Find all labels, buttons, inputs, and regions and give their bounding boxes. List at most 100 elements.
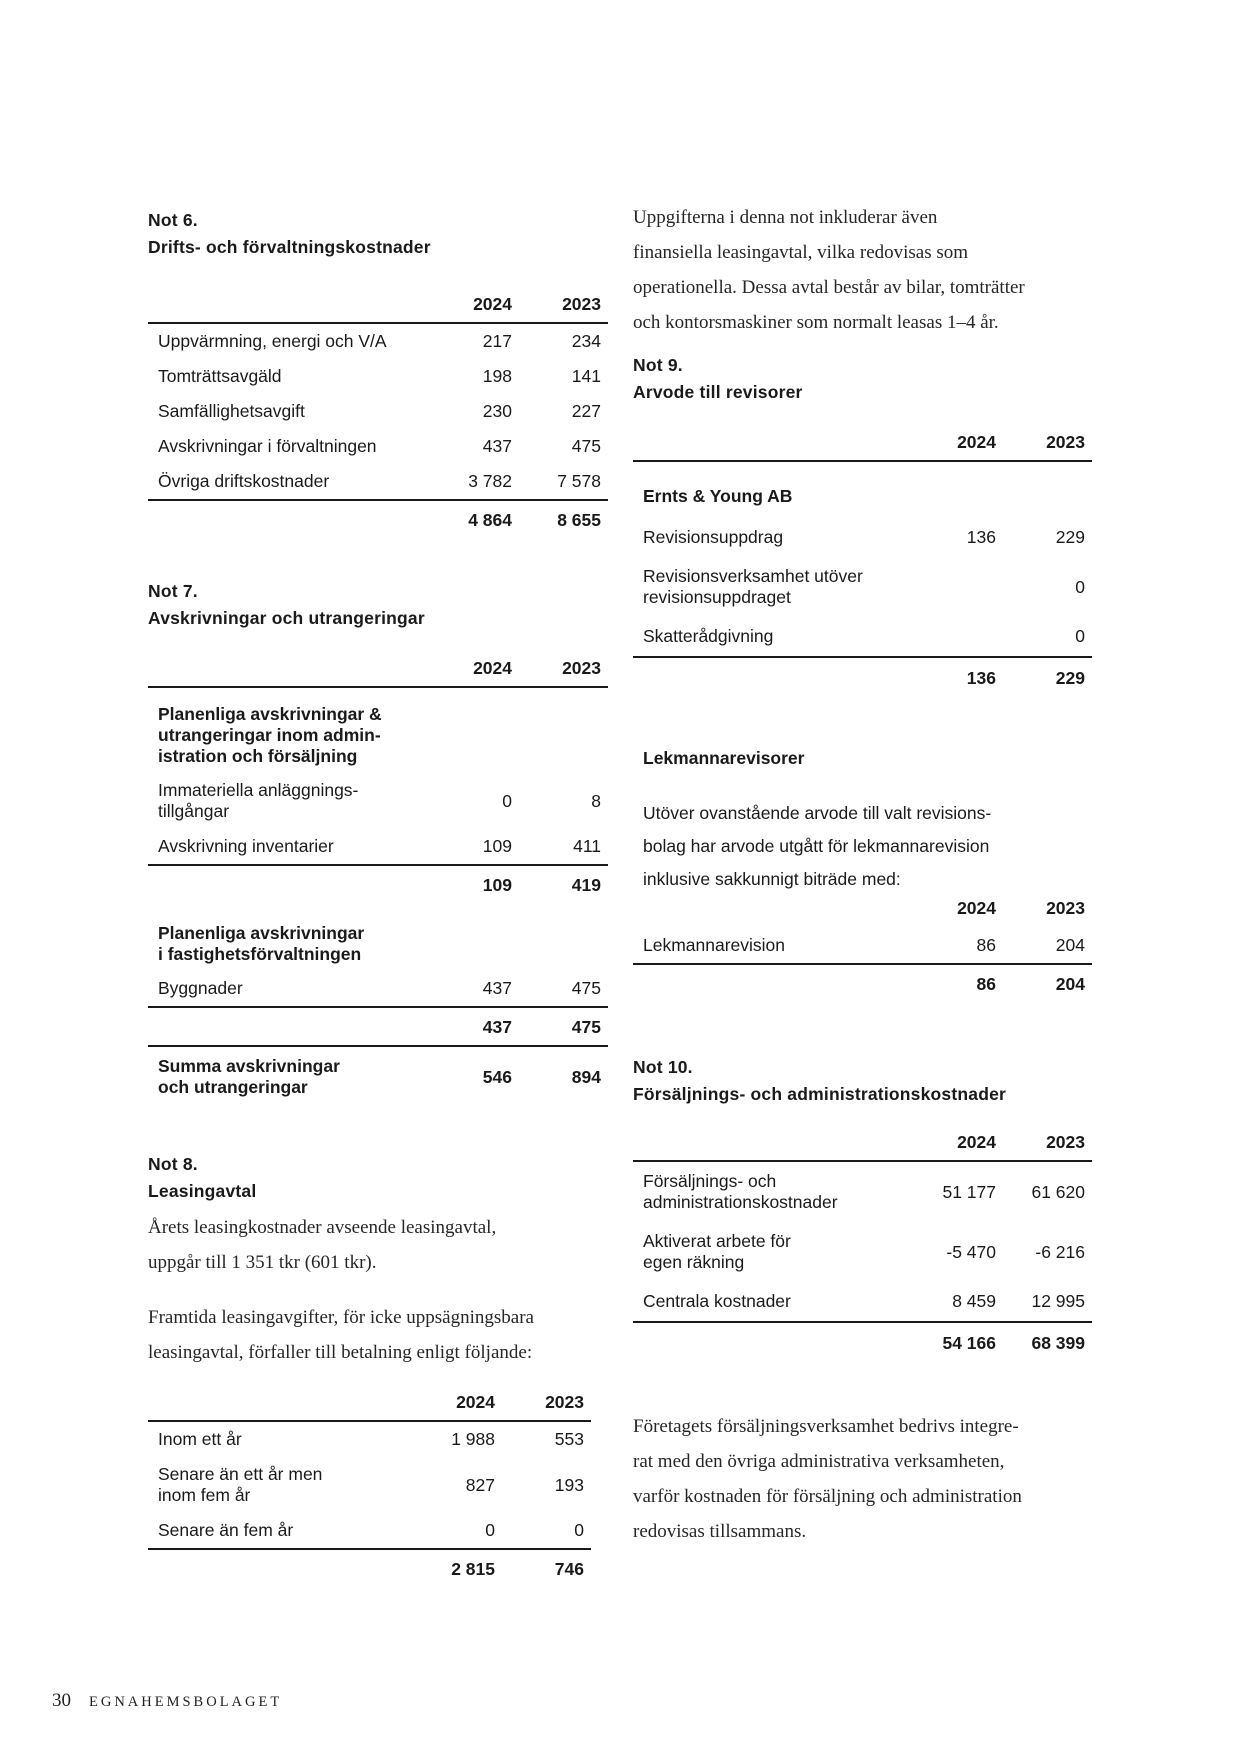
note10-closing-paragraph: Företagets försäljningsverksamhet bedriv… — [633, 1416, 1022, 1542]
total-2024: 546 — [424, 1045, 512, 1105]
total-row: 86 204 — [633, 963, 1092, 1002]
table-row: Tomträttsavgäld 198 141 — [148, 359, 608, 394]
section-heading: Planenliga avskrivningar i fastighetsför… — [158, 923, 365, 964]
note6-title: Drifts- och förvaltningskostnader — [148, 237, 431, 257]
row-label: Lekmannarevision — [643, 935, 786, 955]
table-row: Senare än ett år men inom fem år 827 193 — [148, 1457, 591, 1513]
table-row: Senare än fem år 0 0 — [148, 1513, 591, 1549]
row-label: Byggnader — [158, 978, 243, 998]
year-header-row: 2024 2023 — [148, 294, 608, 324]
left-column: Not 6. Drifts- och förvaltningskostnader… — [148, 207, 608, 1587]
table-row: Revisionsverksamhet utöver revisionsuppd… — [633, 557, 1092, 617]
table-row: Försäljnings- och administrationskostnad… — [633, 1161, 1092, 1222]
note8-intro-paragraph: Årets leasingkostnader avseende leasinga… — [148, 1217, 497, 1273]
total-2023: 68 399 — [996, 1321, 1092, 1363]
value-2024: 217 — [482, 331, 512, 351]
value-2024: 86 — [976, 935, 996, 955]
value-2023: 411 — [573, 836, 601, 856]
row-label: Senare än fem år — [158, 1520, 294, 1540]
note6-table: 2024 2023 Uppvärmning, energi och V/A 21… — [148, 294, 608, 538]
section-heading: Ernts & Young AB — [643, 486, 793, 506]
total-row: 4 864 8 655 — [148, 499, 608, 538]
value-2023: 193 — [554, 1474, 584, 1495]
table-row: Byggnader 437 475 — [148, 971, 608, 1007]
total-row: 2 815 746 — [148, 1548, 591, 1587]
page-footer: 30 EGNAHEMSBOLAGET — [52, 1690, 282, 1712]
section-heading-row: Ernts & Young AB — [633, 461, 1092, 518]
note7-heading: Not 7. Avskrivningar och utrangeringar — [148, 578, 608, 632]
row-label: Aktiverat arbete för egen räkning — [643, 1231, 791, 1272]
year-header-2023: 2023 — [512, 658, 608, 688]
lekmannarevision-table: 2024 2023 Lekmannarevision 86 204 86 204 — [633, 898, 1092, 1002]
value-2024: 437 — [482, 978, 512, 998]
empty-header-cell — [148, 1392, 407, 1422]
note10-number: Not 10. — [633, 1057, 693, 1077]
table-row: Skatterådgivning 0 — [633, 617, 1092, 657]
year-header-2023: 2023 — [1046, 898, 1085, 918]
year-header-2024: 2024 — [908, 432, 996, 462]
leasing-note-paragraph: Uppgifterna i denna not inkluderar även … — [633, 207, 1025, 333]
total-2023: 746 — [495, 1548, 591, 1587]
table-row: Lekmannarevision 86 204 — [633, 928, 1092, 964]
table-row: Uppvärmning, energi och V/A 217 234 — [148, 323, 608, 359]
value-2023: 0 — [1075, 576, 1085, 597]
year-header-2024: 2024 — [957, 898, 996, 918]
page-number: 30 — [52, 1690, 71, 1711]
note9-heading: Not 9. Arvode till revisorer — [633, 352, 1092, 406]
row-label: Skatterådgivning — [643, 626, 774, 646]
value-2024: 437 — [482, 436, 512, 456]
note10-heading: Not 10. Försäljnings- och administration… — [633, 1054, 1092, 1108]
right-column: Uppgifterna i denna not inkluderar även … — [633, 200, 1092, 1549]
value-2024: 1 988 — [451, 1429, 495, 1449]
row-label: Senare än ett år men inom fem år — [158, 1464, 323, 1505]
empty-header-cell — [633, 432, 908, 462]
table-row: Revisionsuppdrag 136 229 — [633, 518, 1092, 557]
value-2024: 3 782 — [468, 471, 512, 491]
lekmannarevisorer-heading: Lekmannarevisorer — [643, 748, 805, 768]
value-2024 — [908, 617, 996, 657]
year-header-2024: 2024 — [908, 1132, 996, 1162]
note8-intro2-paragraph: Framtida leasingavgifter, för icke uppsä… — [148, 1307, 534, 1363]
lekmannarevisorer-paragraph: Utöver ovanstående arvode till valt revi… — [643, 803, 992, 889]
note10-title: Försäljnings- och administrationskostnad… — [633, 1084, 1007, 1104]
value-2024: 0 — [502, 790, 512, 811]
empty-header-cell — [148, 294, 424, 324]
value-2023: 229 — [1055, 527, 1085, 547]
table-row: Inom ett år 1 988 553 — [148, 1421, 591, 1457]
row-label: Uppvärmning, energi och V/A — [158, 331, 387, 351]
subtotal-2023: 419 — [512, 864, 608, 903]
total-2023: 8 655 — [512, 499, 608, 538]
value-2024: 136 — [966, 527, 996, 547]
year-header-2024: 2024 — [407, 1392, 495, 1422]
year-header-row: 2024 2023 — [633, 898, 1092, 928]
total-label: Summa avskrivningar och utrangeringar — [148, 1045, 424, 1105]
subtotal-2024: 109 — [424, 864, 512, 903]
year-header-row: 2024 2023 — [148, 1392, 591, 1422]
value-2024: 230 — [482, 401, 512, 421]
value-2023: 234 — [571, 331, 601, 351]
total-2024: 54 166 — [908, 1321, 996, 1363]
subtotal-2023: 475 — [512, 1006, 608, 1046]
year-header-row: 2024 2023 — [633, 1132, 1092, 1162]
year-header-2024: 2024 — [424, 658, 512, 688]
subtotal-row: 109 419 — [148, 864, 608, 903]
note8-title: Leasingavtal — [148, 1181, 257, 1201]
note9-table: 2024 2023 Ernts & Young AB Revisionsuppd… — [633, 432, 1092, 698]
total-2024: 136 — [908, 656, 996, 698]
table-row: Övriga driftskostnader 3 782 7 578 — [148, 464, 608, 500]
total-row: 136 229 — [633, 656, 1092, 698]
empty-header-cell — [148, 658, 424, 688]
empty-header-cell — [633, 1132, 908, 1162]
value-2023: 0 — [1075, 626, 1085, 646]
note10-table: 2024 2023 Försäljnings- och administrati… — [633, 1132, 1092, 1363]
note7-title: Avskrivningar och utrangeringar — [148, 608, 425, 628]
year-header-2023: 2023 — [996, 1132, 1092, 1162]
row-label: Övriga driftskostnader — [158, 471, 330, 491]
row-label: Avskrivningar i förvaltningen — [158, 436, 377, 456]
value-2024 — [908, 557, 996, 617]
value-2024: 109 — [482, 836, 512, 856]
note9-number: Not 9. — [633, 355, 683, 375]
row-label: Revisionsuppdrag — [643, 527, 784, 547]
note7-table: 2024 2023 Planenliga avskrivningar & utr… — [148, 658, 608, 1105]
